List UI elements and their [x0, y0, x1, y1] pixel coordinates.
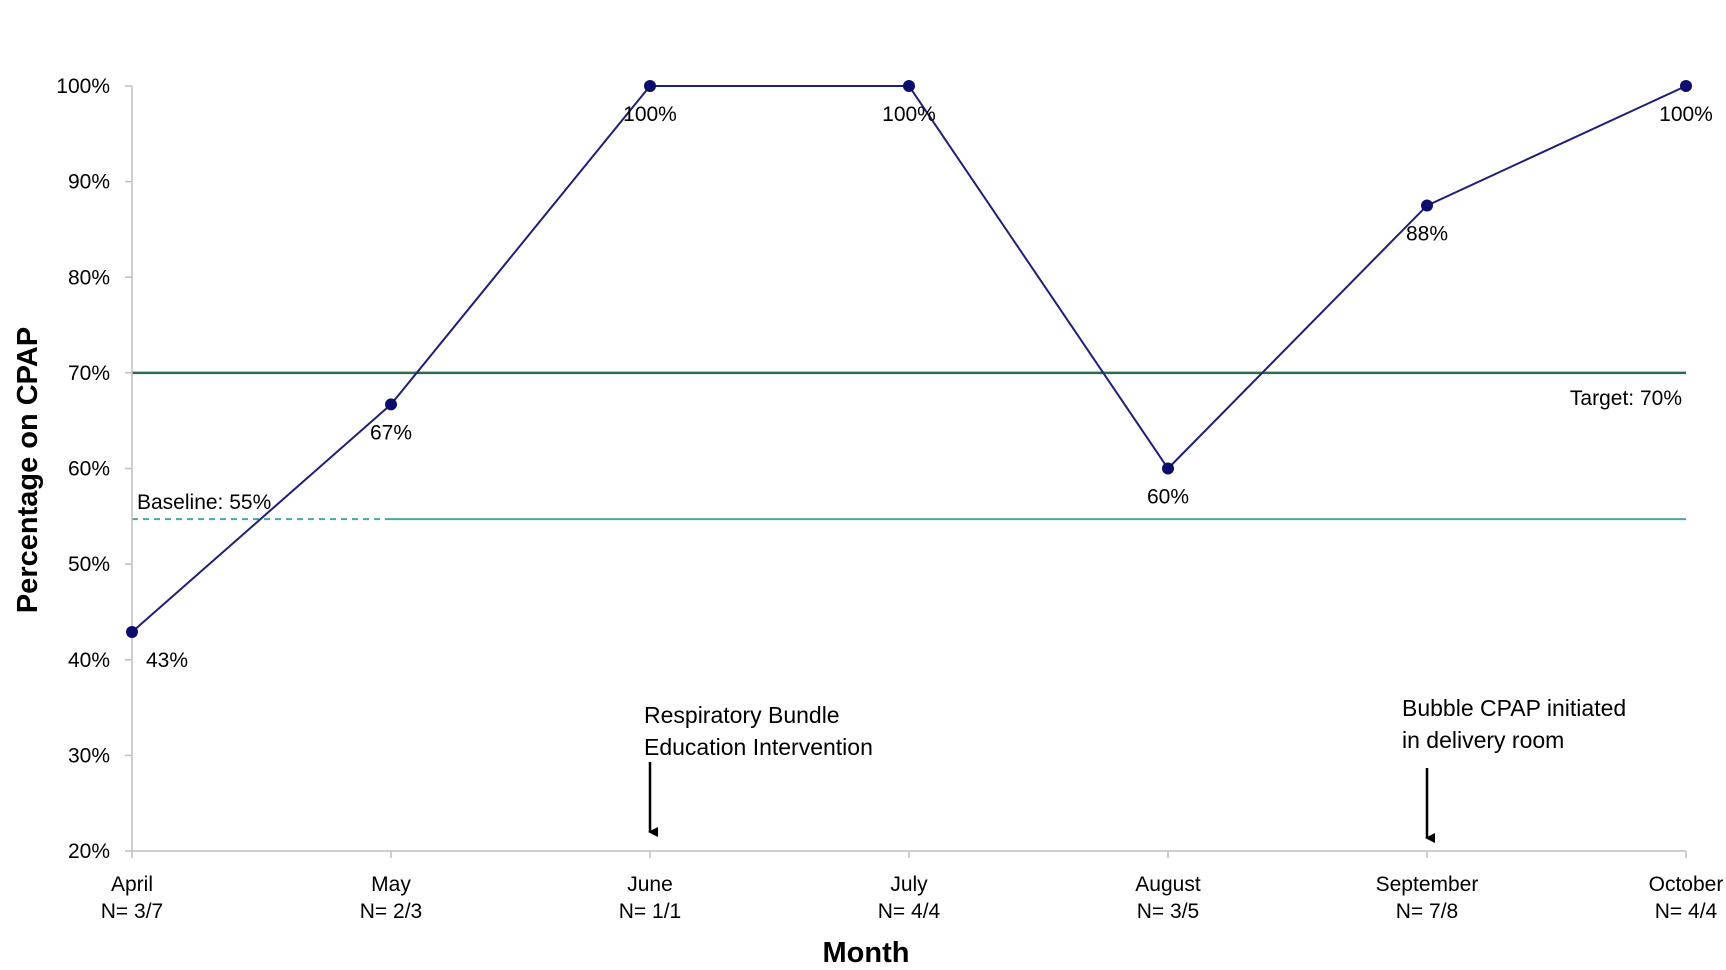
x-tick-label: September: [1376, 873, 1479, 896]
annotation-text: Bubble CPAP initiated: [1402, 695, 1626, 721]
x-axis-title: Month: [823, 937, 910, 969]
series-line-group: [126, 80, 1692, 639]
y-tick-label: 40%: [68, 649, 110, 672]
y-tick-label: 20%: [68, 840, 110, 863]
x-tick-count: N= 1/1: [619, 900, 681, 923]
data-point: [385, 398, 397, 411]
x-tick-count: N= 3/7: [101, 900, 163, 923]
data-label: 100%: [882, 103, 936, 126]
y-tick-label: 30%: [68, 744, 110, 767]
x-tick-label: April: [111, 873, 153, 896]
x-tick-count: N= 4/4: [1655, 900, 1718, 923]
target-label: Target: 70%: [1570, 387, 1682, 410]
x-tick-count: N= 3/5: [1137, 900, 1199, 923]
annotation-text: in delivery room: [1402, 727, 1564, 753]
y-axis-title: Percentage on CPAP: [12, 327, 44, 613]
data-label: 43%: [146, 649, 188, 672]
data-point: [1162, 462, 1174, 475]
data-labels: 43% 67% 100% 100% 60% 88% 100%: [146, 103, 1713, 672]
annotation-text: Respiratory Bundle: [644, 702, 840, 728]
axes: 20% 30% 40% 50% 60% 70% 80% 90% 100% April N= 3/7 M…: [56, 75, 1723, 923]
annotations: Respiratory Bundle Education Intervention…: [644, 695, 1626, 843]
x-tick-label: June: [627, 873, 673, 896]
y-tick-label: 80%: [68, 266, 110, 289]
data-point: [1421, 199, 1433, 212]
annotation-text: Education Intervention: [644, 734, 873, 760]
y-tick-label: 60%: [68, 458, 110, 481]
data-label: 88%: [1406, 223, 1448, 246]
x-tick-count: N= 4/4: [878, 900, 941, 923]
baseline-label: Baseline: 55%: [137, 491, 271, 514]
data-label: 100%: [623, 103, 677, 126]
x-tick-label: August: [1135, 873, 1201, 896]
x-tick-count: N= 7/8: [1396, 900, 1458, 923]
reference-lines: Target: 70% Baseline: 55%: [132, 371, 1686, 521]
data-point: [126, 626, 138, 639]
x-tick-label: May: [371, 873, 411, 896]
x-tick-label: October: [1649, 873, 1724, 896]
x-tick-label: July: [890, 873, 928, 896]
data-label: 60%: [1147, 486, 1189, 509]
data-label: 67%: [370, 421, 412, 444]
data-label: 100%: [1659, 103, 1713, 126]
data-point: [903, 80, 915, 92]
x-tick-count: N= 2/3: [360, 900, 422, 923]
series-line: [131, 85, 1687, 633]
y-tick-label: 100%: [56, 75, 110, 98]
data-point: [1680, 80, 1692, 92]
data-point: [644, 80, 656, 92]
y-tick-label: 70%: [68, 362, 110, 385]
y-tick-label: 90%: [68, 171, 110, 194]
y-tick-label: 50%: [68, 553, 110, 576]
